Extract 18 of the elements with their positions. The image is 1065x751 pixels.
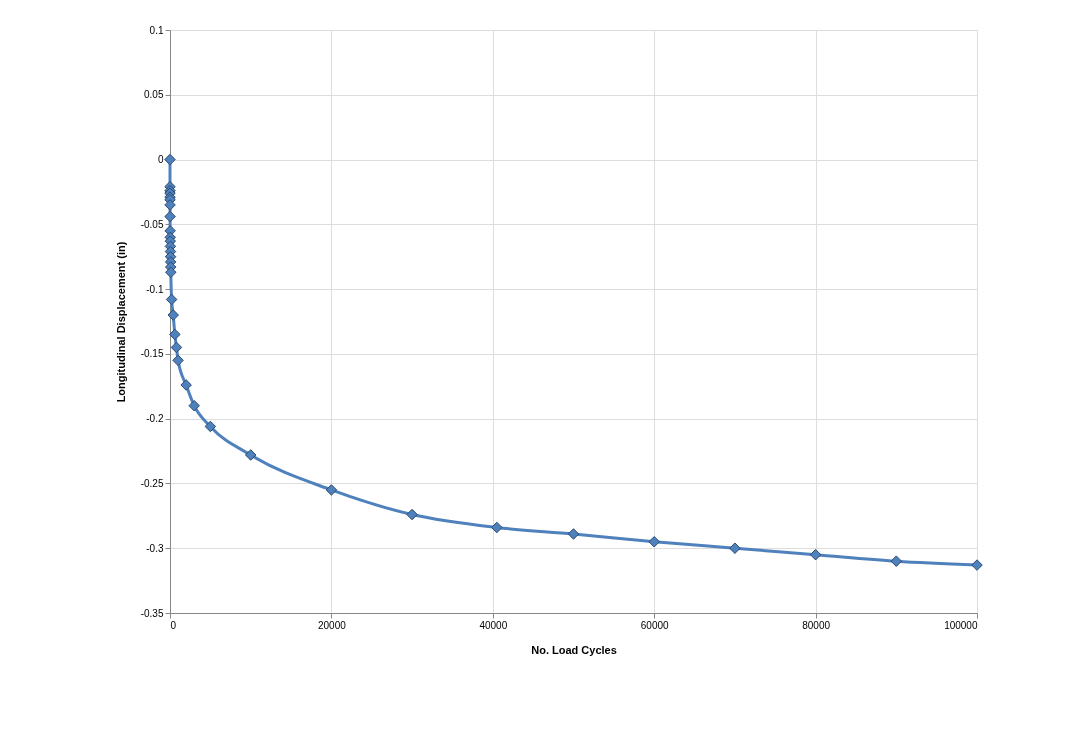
y-tick-label: -0.15 [140,348,164,360]
x-axis-title: No. Load Cycles [531,643,617,656]
y-tick-label: -0.2 [146,413,164,425]
y-tick-label: -0.3 [146,542,164,554]
y-axis-title: Longitudinal Displacement (in) [114,241,127,403]
y-tick-label: -0.1 [146,283,164,295]
y-tick-label: 0.1 [149,24,164,36]
y-tick-label: -0.05 [140,218,164,230]
y-tick-label: -0.25 [140,477,164,489]
y-tick-label: 0 [157,154,164,166]
x-tick-label: 80000 [802,619,831,631]
x-tick-label: 20000 [317,619,347,631]
x-tick-label: 60000 [640,619,670,631]
y-tick-label: 0.05 [144,89,164,101]
x-tick-label: 40000 [479,619,508,631]
x-tick-label: 0 [170,619,177,631]
x-tick-label: 100000 [944,619,978,631]
y-tick-label: -0.35 [140,607,164,619]
